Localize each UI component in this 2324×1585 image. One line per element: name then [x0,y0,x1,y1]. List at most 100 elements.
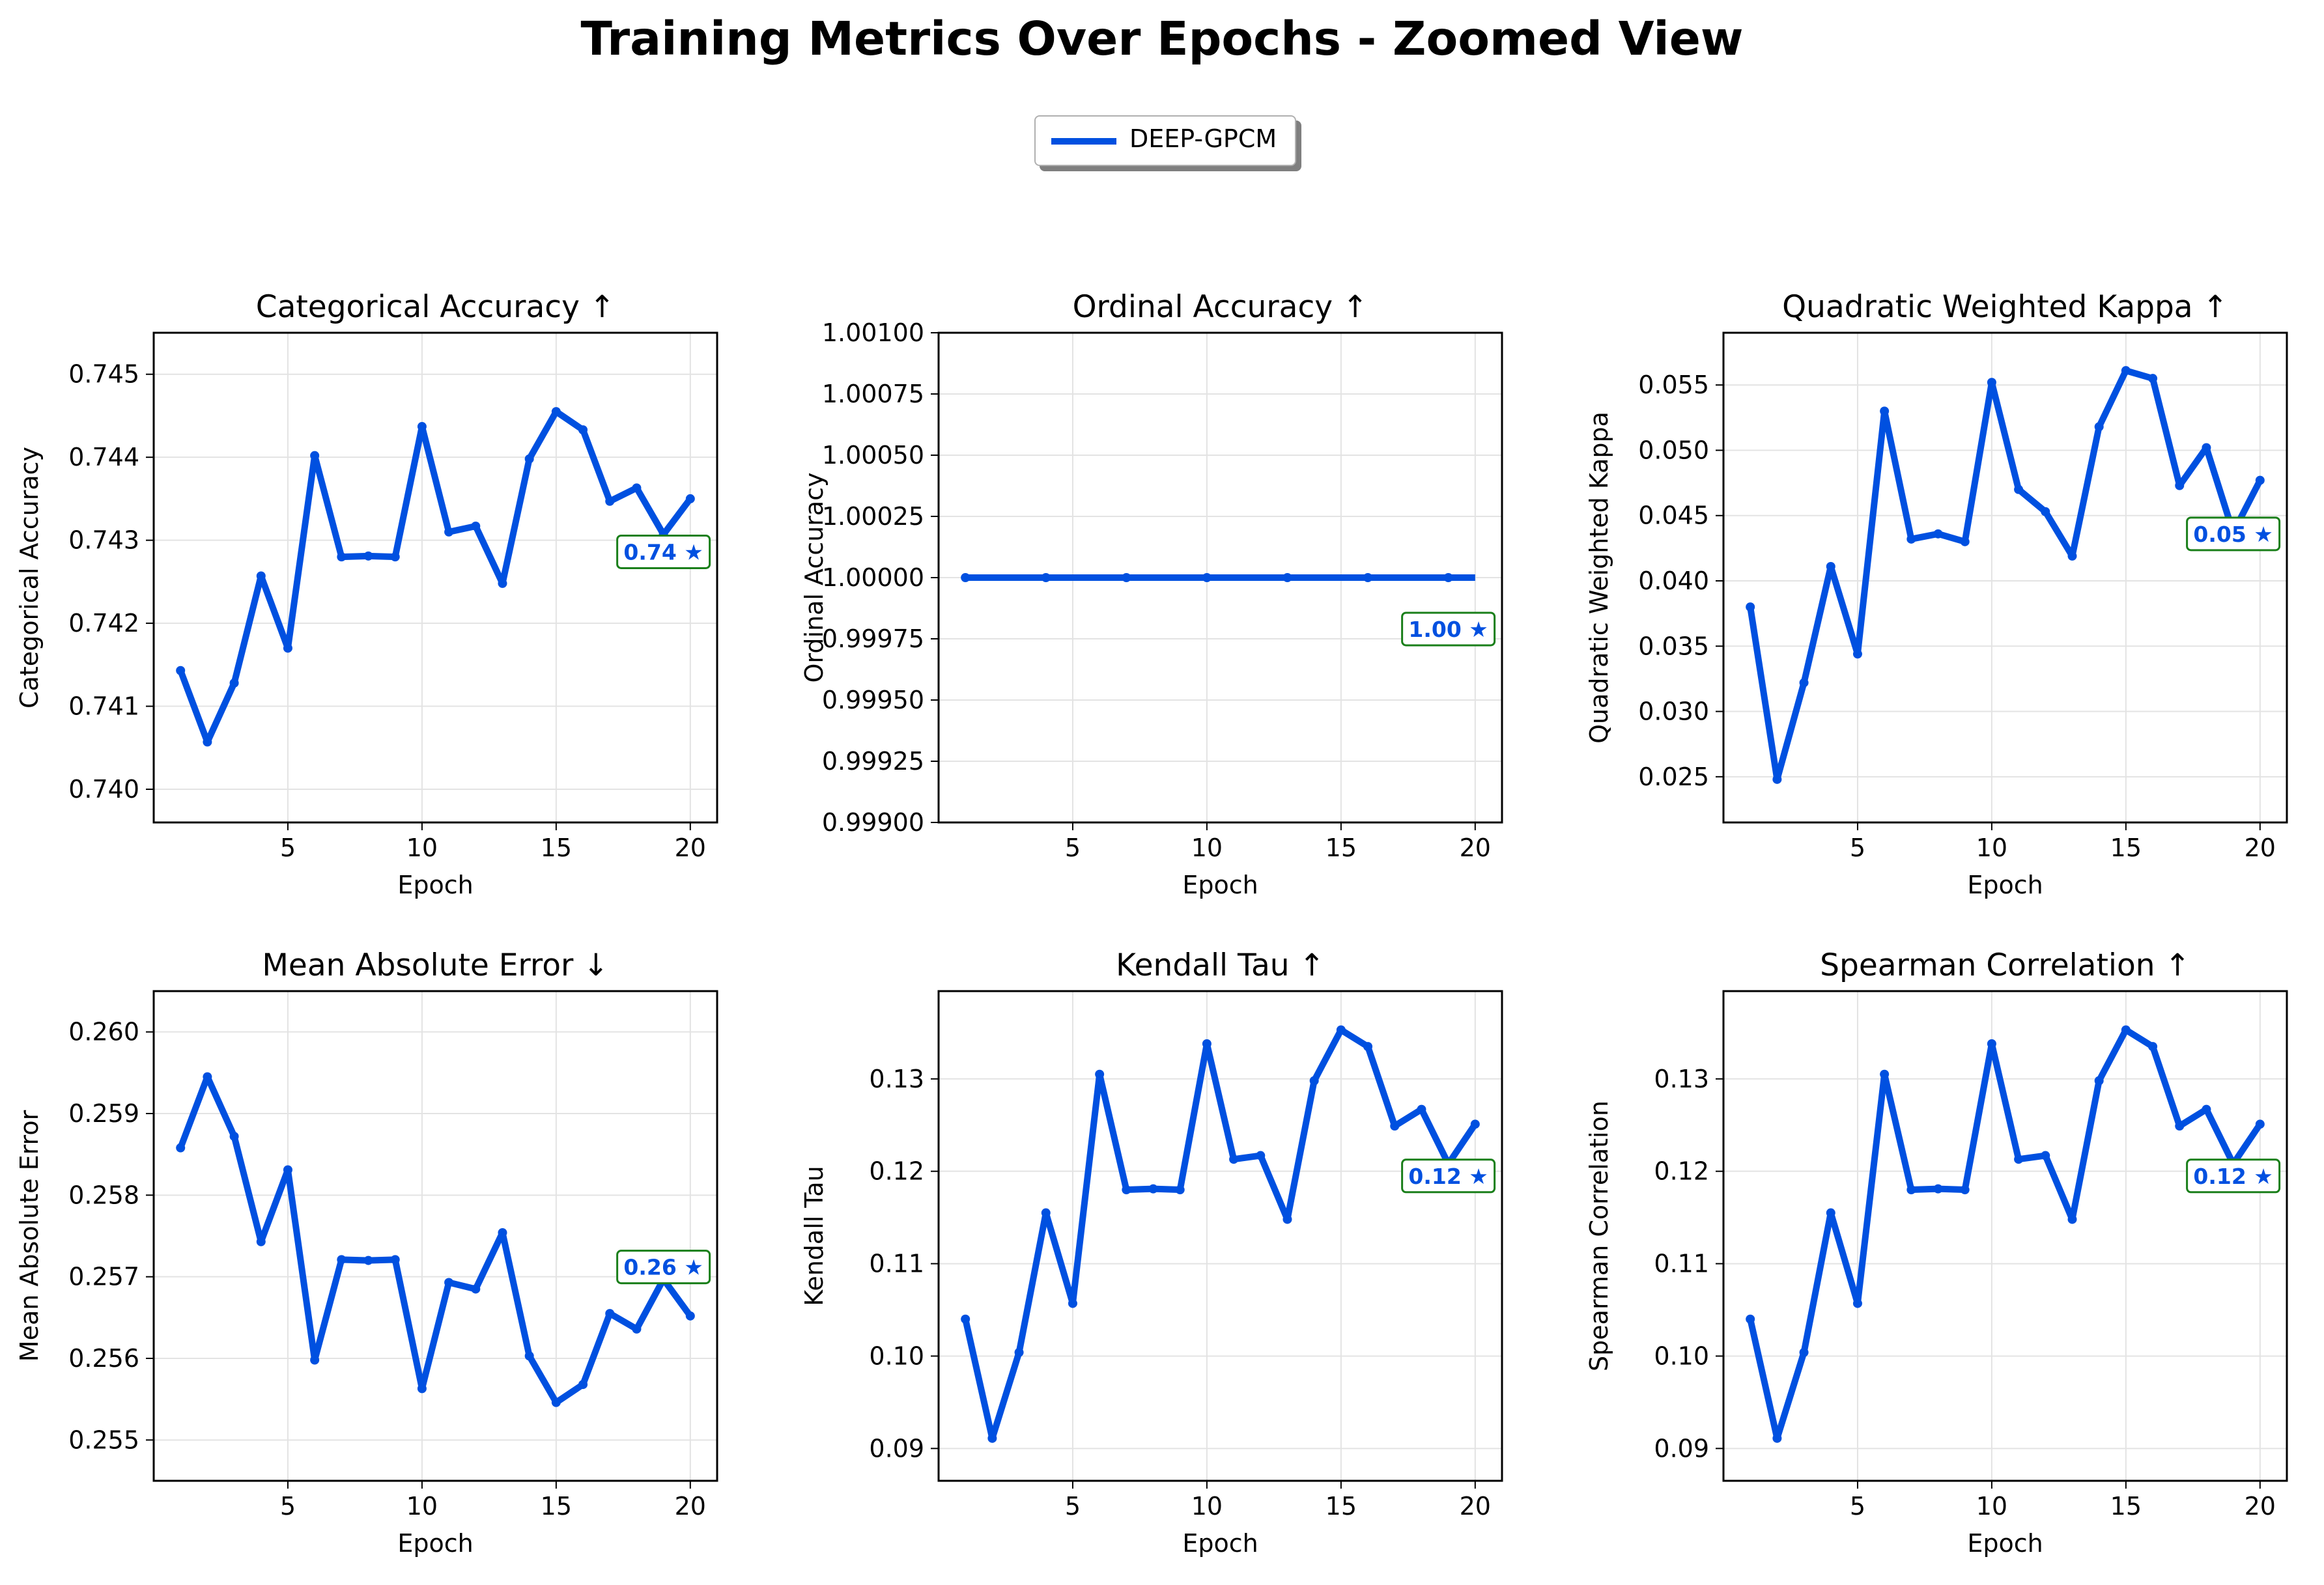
data-point [283,643,292,653]
data-point [1799,1347,1809,1357]
data-point [1960,537,1970,546]
y-tick-label: 0.255 [68,1425,139,1454]
data-point [1906,534,1916,544]
x-tick-label: 5 [1850,834,1865,862]
data-point [203,737,212,747]
y-tick-label: 0.030 [1638,697,1709,726]
x-tick-label: 10 [1976,834,2007,862]
y-tick-label: 0.12 [1654,1157,1709,1186]
data-point [2202,443,2211,453]
x-tick-label: 5 [1065,1492,1081,1521]
y-tick-label: 0.040 [1638,567,1709,595]
y-tick-label: 0.99975 [822,624,924,653]
data-point [2094,1076,2104,1086]
y-axis-label: Ordinal Accuracy [800,472,829,682]
data-point [1443,573,1453,582]
best-value-label: 0.12 ★ [1408,1164,1488,1189]
data-point [1041,1208,1051,1218]
x-tick-label: 15 [2110,1492,2142,1521]
best-value-box [1401,1158,1496,1194]
y-tick-label: 0.744 [68,443,139,471]
data-point [2041,1151,2050,1160]
data-point [1068,1298,1077,1308]
best-value-box [616,534,711,569]
series-line-0 [1747,367,2263,783]
y-tick-label: 0.10 [869,1341,924,1370]
data-point [2202,1104,2211,1114]
data-point [1852,1298,1862,1308]
data-point [961,1314,971,1324]
y-tick-label: 0.13 [869,1065,924,1093]
y-tick-label: 0.256 [68,1344,139,1373]
data-point [1933,529,1943,539]
data-point [1202,573,1212,582]
data-point [417,422,427,432]
best-value-label: 0.05 ★ [2193,522,2273,547]
data-point [390,1255,400,1265]
x-tick-label: 20 [2245,1492,2276,1521]
data-point [203,1072,212,1082]
y-tick-label: 0.260 [68,1018,139,1046]
best-value-box [616,1250,711,1285]
x-axis-label: Epoch [1967,871,2043,899]
data-point [444,1278,454,1287]
data-point [1799,678,1809,688]
data-point [2148,1042,2158,1052]
x-tick-label: 15 [1325,834,1357,862]
x-tick-label: 20 [1460,834,1491,862]
x-tick-label: 5 [1850,1492,1865,1521]
chart-panel-1: 5 10 15 20 0.740 0.741 0.742 0.743 0.744 0.745 Cat… [15,289,718,899]
data-point [524,1351,534,1361]
series-line-0 [177,1073,693,1406]
data-point [1041,573,1051,582]
data-point [1826,561,1835,571]
y-tick-label: 0.743 [68,526,139,555]
data-point [256,1237,266,1246]
data-point [1933,1184,1943,1194]
data-point [1175,1185,1185,1195]
data-point [1960,1185,1970,1195]
chart-title: Spearman Correlation ↑ [1820,947,2190,983]
axes-frame [937,990,1503,1482]
data-point [1363,1042,1373,1052]
y-axis-label: Spearman Correlation [1585,1101,1613,1371]
data-point [471,521,481,531]
data-point [1229,1155,1239,1164]
data-point [2121,366,2131,376]
x-tick-label: 10 [1191,834,1223,862]
y-tick-label: 1.00100 [822,318,924,347]
x-tick-label: 10 [406,1492,438,1521]
data-point [1417,1104,1426,1114]
y-tick-label: 0.12 [869,1157,924,1186]
x-tick-label: 10 [1976,1492,2007,1521]
data-point [1390,1121,1400,1131]
x-tick-label: 10 [406,834,438,862]
data-point [1852,649,1862,659]
y-tick-label: 1.00050 [822,441,924,470]
data-point [2121,1025,2131,1035]
y-tick-label: 0.09 [869,1434,924,1463]
data-point [1772,1433,1782,1443]
y-tick-label: 0.741 [68,692,139,721]
y-tick-label: 0.035 [1638,632,1709,660]
axes-frame [1722,331,2288,824]
data-point [229,678,239,688]
y-axis-label: Kendall Tau [800,1166,829,1306]
data-point [2255,1119,2265,1129]
data-point [363,1255,373,1265]
data-point [1746,1314,1755,1324]
data-point [337,552,347,562]
y-tick-label: 0.025 [1638,763,1709,791]
data-point [578,1380,588,1390]
x-axis-label: Epoch [397,1529,473,1558]
data-point [1309,1076,1319,1086]
data-point [1122,573,1131,582]
data-point [444,527,454,537]
x-tick-label: 20 [675,834,706,862]
series-line-0 [962,1026,1478,1442]
data-point [524,454,534,464]
data-point [605,496,615,506]
y-tick-label: 0.09 [1654,1434,1709,1463]
data-point [337,1255,347,1265]
data-point [578,425,588,435]
